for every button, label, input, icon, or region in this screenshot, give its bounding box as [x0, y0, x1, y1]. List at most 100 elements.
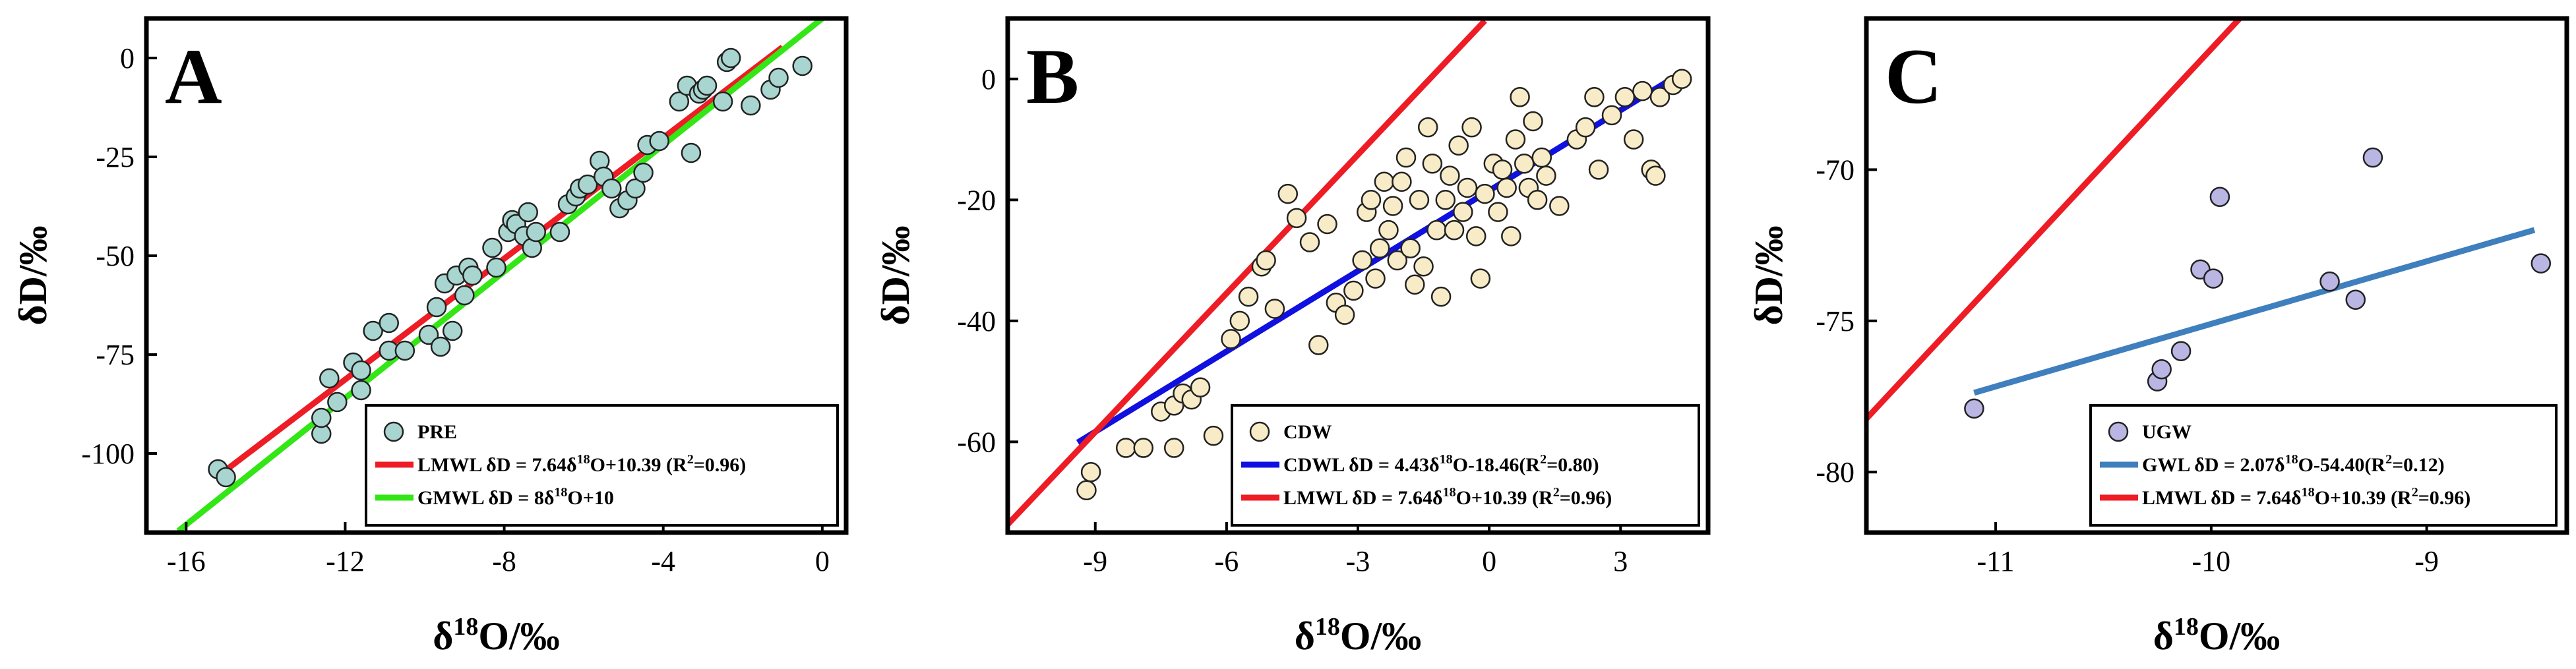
data-point	[482, 237, 503, 258]
legend-eq-part: LMWL δD = 7.64δ	[417, 454, 577, 476]
x-tick-label: -9	[1083, 545, 1107, 577]
data-point	[462, 265, 483, 286]
legend-line-label: LMWL δD = 7.64δ18O+10.39 (R2=0.96)	[1283, 485, 1612, 509]
data-point	[1527, 190, 1548, 210]
legend-eq-part: GWL δD = 2.07δ	[2142, 454, 2285, 476]
y-axis-label: δD/‰	[1747, 225, 1791, 325]
data-point	[1496, 177, 1517, 198]
legend-marker	[2108, 421, 2129, 442]
data-point	[1475, 183, 1495, 204]
legend-scatter-name: CDW	[1283, 421, 1332, 443]
legend-eq-part: =0.12)	[2392, 454, 2445, 476]
legend-scatter-name: PRE	[417, 421, 457, 443]
y-tick-label: -60	[957, 426, 996, 458]
x-axis-label: δ18O/‰	[433, 613, 560, 658]
data-point	[1264, 299, 1285, 319]
lmwl-line	[224, 44, 785, 473]
data-point	[1470, 268, 1491, 289]
legend-eq-part: LMWL δD = 7.64δ	[2142, 487, 2302, 509]
y-tick-label: -100	[81, 438, 135, 470]
x-tick-label: -6	[1215, 545, 1239, 577]
data-point	[768, 67, 789, 88]
data-point	[1426, 219, 1447, 241]
data-point	[2209, 187, 2230, 207]
data-point	[1308, 335, 1329, 355]
data-point	[1964, 398, 1984, 419]
x-axis-label-tail: O/‰	[1340, 614, 1421, 658]
data-point	[454, 285, 475, 306]
legend-eq-sup: 18	[1440, 452, 1453, 467]
scatter-points	[1964, 147, 2552, 419]
legend-eq-sup: 2	[1553, 485, 1560, 500]
x-tick-label: -4	[651, 545, 675, 577]
plot-frame	[1864, 16, 2569, 535]
data-point	[1076, 480, 1097, 501]
legend-eq-part: O-54.40(R	[2298, 454, 2386, 476]
panel-letter: A	[165, 32, 222, 120]
data-point	[1334, 305, 1355, 325]
panel-a: -16 -12 -8 -4 00-25-50-75-100Aδ18O/‰δD/‰PREL…	[11, 16, 849, 658]
y-tick-label: -40	[957, 305, 996, 337]
data-point	[1400, 238, 1421, 258]
data-point	[1671, 69, 1692, 90]
x-tick-label: -9	[2414, 545, 2439, 577]
data-point	[577, 174, 598, 195]
x-tick-label: 3	[1613, 545, 1628, 577]
y-axis-label: δD/‰	[11, 225, 55, 325]
x-tick-label: -16	[167, 545, 206, 577]
data-point	[649, 131, 669, 152]
data-point	[442, 320, 463, 341]
y-tick-label: 0	[120, 42, 135, 74]
legend-eq-part: =0.96)	[2418, 487, 2471, 509]
fit-lines	[1866, 18, 2536, 421]
legend-eq-sup: 18	[577, 452, 590, 467]
x-axis-label: δ18O/‰	[2153, 613, 2281, 658]
legend-eq-part: CDWL δD = 4.43δ	[1283, 454, 1440, 476]
data-point	[1422, 153, 1443, 174]
data-point	[1488, 202, 1508, 222]
data-point	[1575, 117, 1596, 138]
x-axis-label-main: δ	[2153, 614, 2174, 658]
data-point	[1229, 310, 1250, 332]
data-point	[1632, 80, 1653, 102]
data-point	[430, 336, 451, 357]
data-point	[1374, 171, 1395, 192]
y-tick-label: -75	[96, 339, 135, 371]
x-tick-label: -3	[1346, 545, 1370, 577]
data-point	[1465, 226, 1487, 247]
legend-line-label: GMWL δD = 8δ18O+10	[417, 485, 614, 509]
x-axis-label-tail: O/‰	[2199, 614, 2280, 658]
scatter-points	[1076, 69, 1692, 501]
data-point	[1365, 268, 1386, 289]
data-point	[1256, 250, 1276, 271]
y-tick-label: -25	[96, 141, 135, 173]
data-point	[1286, 208, 1307, 229]
legend-eq-part: =0.96)	[694, 454, 747, 476]
legend-eq-sup: 2	[1540, 452, 1547, 467]
data-point	[1361, 190, 1382, 210]
data-point	[549, 221, 570, 243]
legend-eq-sup: 18	[2302, 485, 2315, 500]
legend-line-label: LMWL δD = 7.64δ18O+10.39 (R2=0.96)	[2142, 485, 2470, 509]
legend-marker	[1249, 421, 1270, 442]
legend-eq-part: O-18.46(R	[1453, 454, 1541, 476]
data-point	[681, 142, 702, 163]
data-point	[1409, 190, 1430, 210]
data-point	[1382, 196, 1403, 216]
x-tick-label: -10	[2192, 545, 2231, 577]
data-point	[486, 257, 506, 278]
data-point	[1343, 280, 1364, 301]
x-axis-label-main: δ	[1295, 614, 1315, 658]
legend-eq-part: LMWL δD = 7.64δ	[1283, 487, 1443, 509]
legend-eq-part: O+10.39 (R	[590, 454, 687, 476]
y-tick-label: -70	[1816, 154, 1855, 186]
data-point	[2530, 253, 2552, 274]
y-tick-label: -50	[96, 240, 135, 272]
data-point	[601, 178, 622, 199]
data-point	[1163, 438, 1184, 458]
data-point	[1133, 438, 1154, 458]
legend-eq-sup: 18	[2285, 452, 2298, 467]
data-point	[1514, 153, 1535, 174]
